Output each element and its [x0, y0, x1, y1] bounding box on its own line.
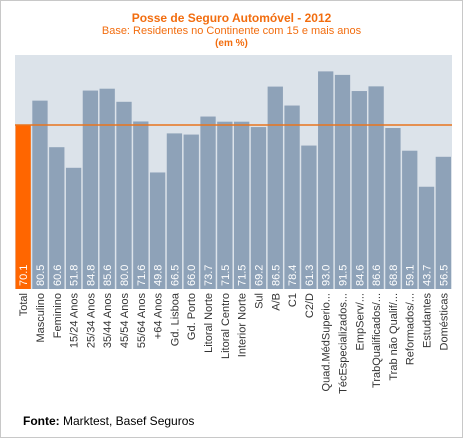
source-label: Fonte:: [23, 414, 60, 428]
category-label-24: Reformados/...: [405, 293, 417, 365]
category-label-2: Masculino: [35, 293, 47, 343]
bar-25: [418, 186, 435, 289]
bar-1: [15, 124, 31, 289]
bar-26: [435, 156, 451, 289]
category-label-26: Domésticas: [438, 293, 450, 351]
category-label-14: Interior Norte: [237, 293, 249, 357]
bar-chart: 70.1 80.5 60.6 51.8 84.8 85.6 80.0 71.6 49.8 66.5…: [15, 55, 452, 394]
bar-2: [32, 100, 48, 289]
value-label-14: 71.5: [237, 265, 249, 286]
category-label-10: Gd. Lisboa: [169, 292, 181, 346]
value-label-3: 60.6: [52, 265, 64, 286]
bar-4: [65, 167, 82, 289]
value-label-2: 80.5: [35, 265, 47, 286]
value-label-6: 85.6: [102, 265, 114, 286]
value-labels-group: 70.1 80.5 60.6 51.8 84.8 85.6 80.0 71.6 49.8 66.5…: [18, 265, 450, 286]
bar-7: [116, 101, 132, 289]
value-label-12: 73.7: [203, 265, 215, 286]
value-label-5: 84.8: [85, 265, 97, 286]
bars-group: [15, 71, 451, 290]
value-label-18: 61.3: [304, 265, 316, 286]
value-label-13: 71.5: [220, 265, 232, 286]
value-label-9: 49.8: [153, 265, 165, 286]
bar-15: [250, 127, 267, 289]
category-label-9: +64 Anos: [153, 293, 165, 340]
value-label-19: 93.0: [321, 265, 333, 286]
value-label-16: 86.5: [270, 265, 282, 286]
bar-20: [334, 74, 351, 289]
category-label-21: EmpServ/...: [354, 293, 366, 350]
bar-12: [200, 116, 216, 289]
value-label-26: 56.5: [438, 265, 450, 286]
bar-5: [82, 90, 99, 289]
category-label-25: Estudantes: [422, 293, 434, 349]
value-label-10: 66.5: [169, 265, 181, 286]
bar-16: [267, 86, 283, 289]
value-label-4: 51.8: [69, 265, 81, 286]
bar-3: [49, 147, 65, 289]
category-label-17: C1: [287, 293, 299, 307]
bar-8: [133, 121, 149, 290]
bar-24: [402, 150, 418, 289]
value-label-20: 91.5: [338, 265, 350, 286]
category-label-7: 45/54 Anos: [119, 293, 131, 349]
bar-9: [149, 172, 166, 289]
chart-unit: (em %): [215, 38, 248, 49]
bar-6: [99, 88, 115, 289]
value-label-21: 84.6: [354, 265, 366, 286]
category-label-23: Trab não Qualif/...: [388, 293, 400, 381]
value-label-15: 69.2: [253, 265, 265, 286]
category-label-6: 35/44 Anos: [102, 293, 114, 349]
value-label-11: 66.0: [186, 265, 198, 286]
category-label-4: 15/24 Anos: [69, 293, 81, 349]
bar-13: [217, 121, 233, 289]
chart-subtitle: Base: Residentes no Continente com 15 e …: [101, 25, 362, 37]
value-label-24: 59.1: [405, 265, 417, 286]
value-label-17: 78.4: [287, 265, 299, 286]
bar-19: [318, 71, 334, 289]
category-label-1: Total: [18, 293, 30, 316]
bar-23: [385, 128, 401, 289]
category-labels-group: Total Masculino Feminino 15/24 Anos 25/34 An…: [18, 292, 450, 394]
category-label-3: Feminino: [52, 293, 64, 338]
category-label-15: Sul: [253, 293, 265, 309]
chart-title: Posse de Seguro Automóvel - 2012: [131, 11, 332, 25]
bar-17: [284, 105, 300, 289]
source-text: Marktest, Basef Seguros: [59, 414, 195, 428]
value-label-23: 68.8: [388, 265, 400, 286]
category-label-12: Litoral Norte: [203, 293, 215, 353]
category-label-11: Gd. Porto: [186, 293, 198, 340]
value-label-1: 70.1: [18, 265, 30, 286]
category-label-16: A/B: [270, 293, 282, 311]
source-note: Fonte: Marktest, Basef Seguros: [23, 414, 194, 428]
category-label-22: TrabQualificados/...: [371, 293, 383, 388]
category-label-20: TécEspecializados...: [338, 293, 350, 394]
value-label-8: 71.6: [136, 265, 148, 286]
value-label-22: 86.6: [371, 265, 383, 286]
bar-22: [368, 86, 384, 289]
bar-11: [183, 134, 199, 289]
bar-21: [351, 91, 367, 289]
category-label-18: C2/D: [304, 293, 316, 318]
category-label-5: 25/34 Anos: [85, 293, 97, 349]
category-label-8: 55/64 Anos: [136, 293, 148, 349]
value-label-25: 43.7: [422, 265, 434, 286]
category-label-19: Quad.MédSuperio...: [321, 293, 333, 391]
value-label-7: 80.0: [119, 265, 131, 286]
bar-14: [234, 121, 250, 289]
bar-10: [166, 133, 183, 289]
category-label-13: Litoral Centro: [220, 293, 232, 359]
bar-18: [301, 145, 317, 289]
